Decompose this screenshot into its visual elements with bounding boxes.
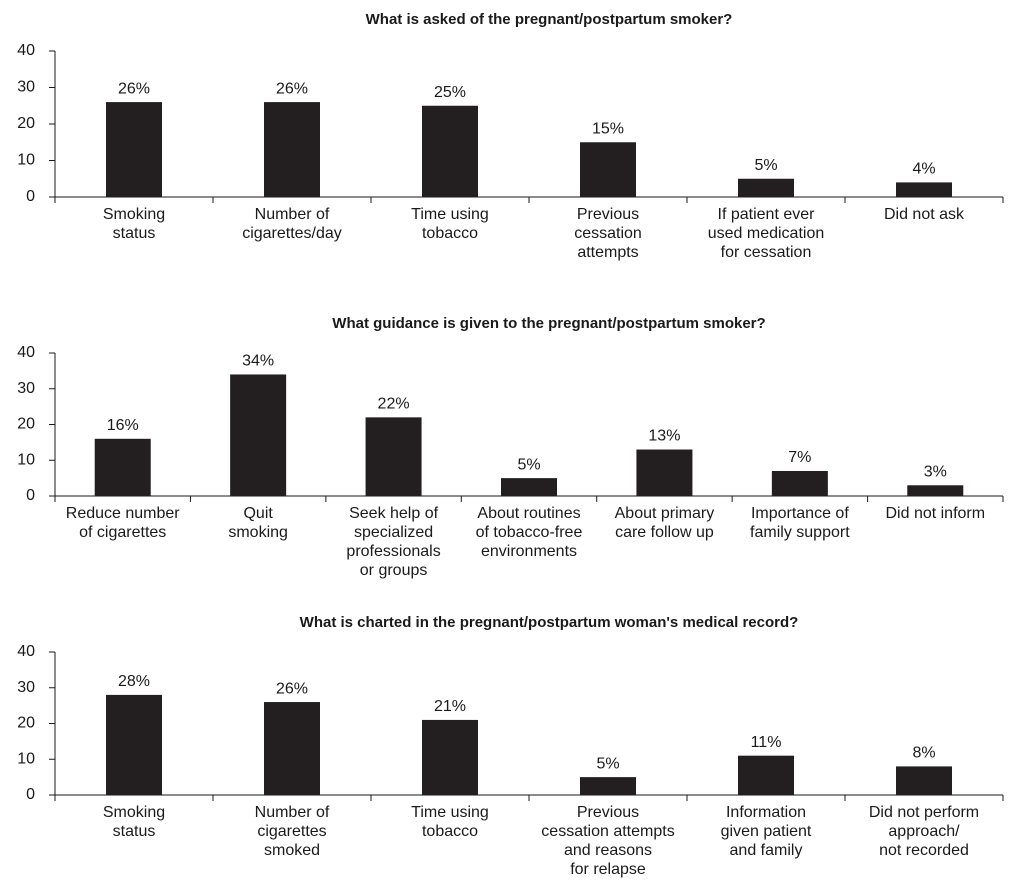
y-tick-label: 20 <box>17 115 35 132</box>
data-label: 34% <box>242 353 274 370</box>
data-label: 4% <box>912 161 935 178</box>
x-tick-label: Previous cessation attempts <box>574 206 642 261</box>
bar <box>230 374 287 496</box>
data-label: 25% <box>434 84 466 101</box>
data-label: 3% <box>924 463 947 480</box>
bar <box>106 102 162 197</box>
x-tick-label: Importance of family support <box>750 505 850 541</box>
bar <box>422 719 478 795</box>
y-tick-label: 10 <box>17 451 35 468</box>
data-label: 11% <box>751 734 782 751</box>
x-tick-label: Quit smoking <box>228 505 288 541</box>
y-tick-label: 30 <box>17 79 35 96</box>
bar <box>264 702 320 795</box>
x-tick-label: Time using tobacco <box>411 206 489 242</box>
bar <box>907 485 964 496</box>
bar <box>422 105 478 197</box>
x-tick-label: About primary care follow up <box>615 505 715 541</box>
data-label: 22% <box>378 396 410 413</box>
y-tick-label: 20 <box>17 715 35 732</box>
data-label: 21% <box>434 698 466 715</box>
x-tick-label: Smoking status <box>103 206 165 242</box>
y-tick-label: 30 <box>17 380 35 397</box>
y-tick-label: 0 <box>26 487 35 504</box>
bar <box>896 766 952 795</box>
y-tick-label: 0 <box>26 188 35 205</box>
data-label: 7% <box>788 449 811 466</box>
y-tick-label: 40 <box>17 42 35 59</box>
data-label: 15% <box>592 120 624 137</box>
bar <box>580 777 636 795</box>
bar <box>738 755 794 795</box>
x-tick-label: Did not ask <box>884 206 965 223</box>
data-label: 26% <box>276 680 308 697</box>
bar <box>896 182 952 197</box>
data-label: 5% <box>517 456 540 473</box>
chart: What guidance is given to the pregnant/p… <box>17 315 1004 579</box>
y-tick-label: 30 <box>17 679 35 696</box>
y-tick-label: 10 <box>17 750 35 767</box>
bar <box>771 470 828 496</box>
bar <box>106 694 162 795</box>
y-tick-label: 10 <box>17 152 35 169</box>
x-tick-label: If patient ever used medication for cessat… <box>708 206 825 261</box>
data-label: 8% <box>912 745 935 762</box>
data-label: 16% <box>107 417 139 434</box>
x-tick-label: Smoking status <box>103 804 165 840</box>
data-label: 13% <box>648 428 680 445</box>
bar <box>264 102 320 197</box>
data-label: 26% <box>276 80 308 97</box>
y-tick-label: 40 <box>17 344 35 361</box>
chart-title: What guidance is given to the pregnant/p… <box>332 315 765 332</box>
chart-title: What is charted in the pregnant/postpart… <box>300 614 799 631</box>
bar <box>580 142 636 197</box>
data-label: 26% <box>118 80 150 97</box>
data-label: 5% <box>596 755 619 772</box>
x-tick-label: Information given patient and family <box>721 804 812 859</box>
chart: What is charted in the pregnant/postpart… <box>17 614 1004 878</box>
y-tick-label: 40 <box>17 643 35 660</box>
bar <box>501 478 557 496</box>
bar <box>636 449 693 496</box>
x-tick-label: Previous cessation attempts and reasons for… <box>541 804 674 878</box>
x-tick-label: Did not inform <box>885 505 985 522</box>
x-tick-label: Number of cigarettes smoked <box>255 804 330 859</box>
x-tick-label: Seek help of specialized professionals or g… <box>346 505 440 579</box>
x-tick-label: About routines of tobacco-free environment… <box>476 505 583 560</box>
data-label: 5% <box>754 157 777 174</box>
x-tick-label: Number of cigarettes/day <box>242 206 342 242</box>
y-tick-label: 20 <box>17 416 35 433</box>
x-tick-label: Reduce number of cigarettes <box>66 505 181 541</box>
chart-title: What is asked of the pregnant/postpartum… <box>366 11 733 28</box>
bar <box>365 417 422 496</box>
chart: What is asked of the pregnant/postpartum… <box>17 11 1004 261</box>
bar <box>738 178 794 197</box>
x-tick-label: Time using tobacco <box>411 804 489 840</box>
y-tick-label: 0 <box>26 786 35 803</box>
data-label: 28% <box>118 673 150 690</box>
x-tick-label: Did not perform approach/not recorded <box>869 804 979 859</box>
bar <box>94 438 151 496</box>
